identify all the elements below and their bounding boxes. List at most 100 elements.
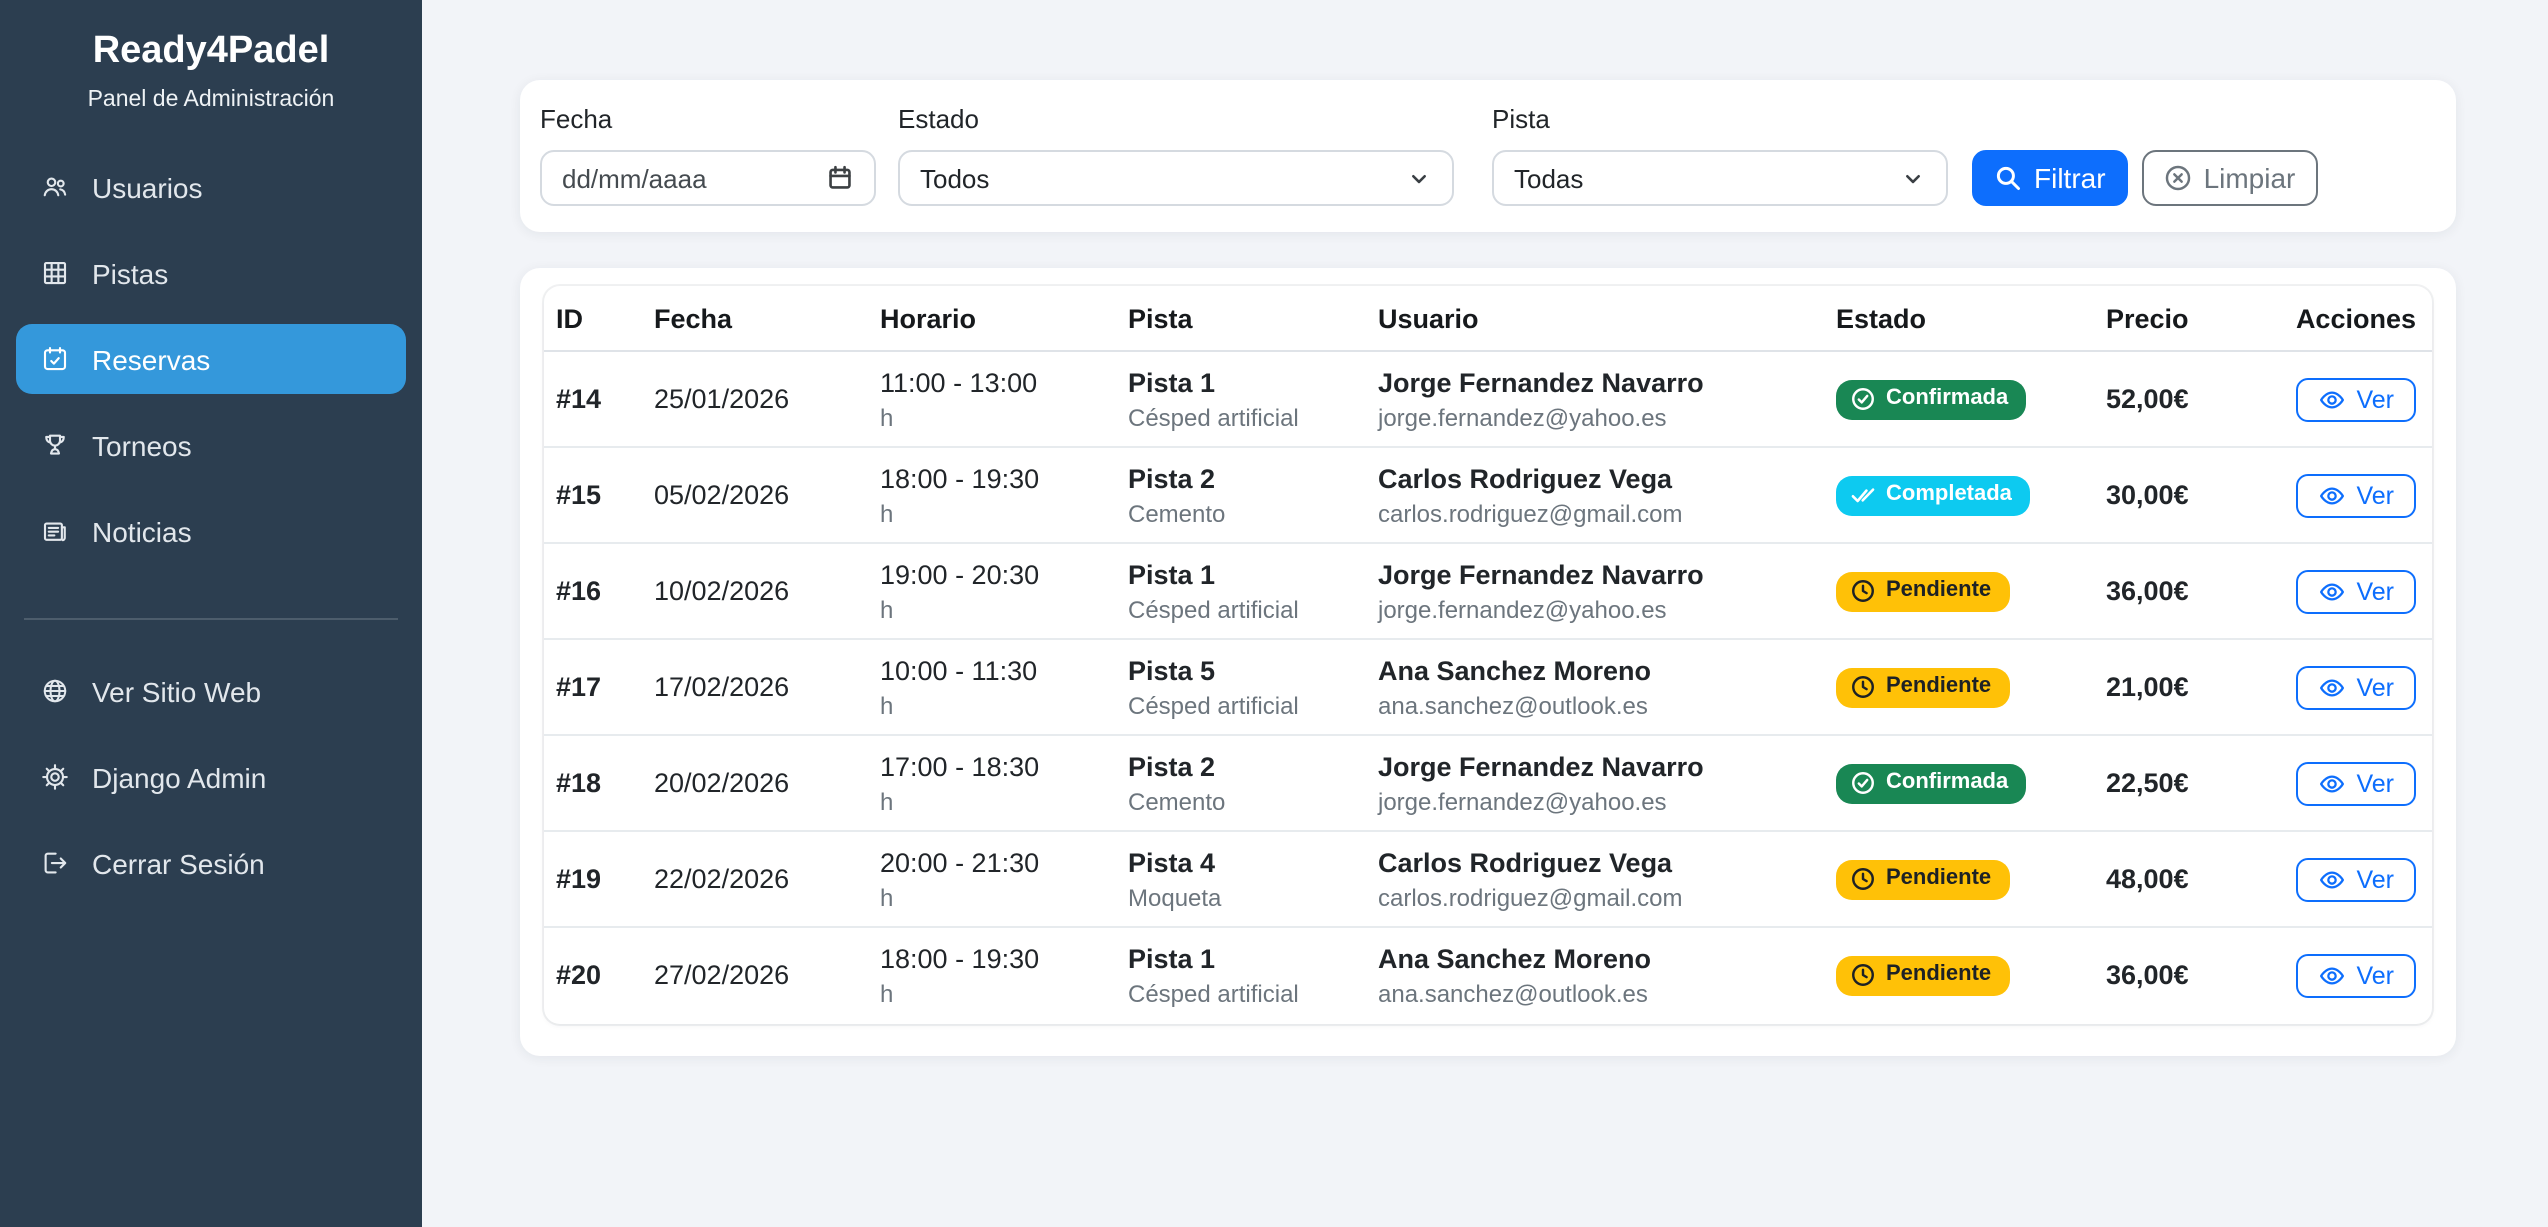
reservation-id: #14 [556,384,601,414]
reservation-usuario-cell: Ana Sanchez Moreno ana.sanchez@outlook.e… [1362,639,1820,735]
reservation-acciones-cell: Ver [2270,639,2432,735]
reservation-id: #18 [556,768,601,798]
reservation-pista-cell: Pista 4 Moqueta [1112,831,1362,927]
reservation-acciones-cell: Ver [2270,927,2432,1023]
reservation-estado-cell: Pendiente [1820,543,2090,639]
double-check-icon [1850,482,1876,508]
reservation-usuario: Carlos Rodriguez Vega [1378,843,1804,881]
reservation-usuario: Ana Sanchez Moreno [1378,940,1804,978]
eye-icon [2318,673,2346,701]
reservation-horario-unit: h [880,978,1096,1012]
reservation-estado-cell: Confirmada [1820,351,2090,447]
ver-button[interactable]: Ver [2296,954,2416,998]
newspaper-icon [40,516,70,546]
sidebar-item-django-admin[interactable]: Django Admin [16,742,406,812]
estado-select[interactable]: Todos [898,150,1454,206]
status-badge-label: Confirmada [1886,386,2008,412]
estado-label: Estado [898,104,1454,136]
reservation-id-cell: #15 [544,447,638,543]
reservation-pista-cell: Pista 2 Cemento [1112,447,1362,543]
filtrar-button[interactable]: Filtrar [1972,150,2128,206]
eye-icon [2318,769,2346,797]
reservation-precio: 30,00€ [2106,480,2189,510]
ver-button-label: Ver [2356,865,2394,893]
limpiar-button-label: Limpiar [2204,162,2296,194]
ver-button-label: Ver [2356,962,2394,990]
reservation-usuario: Jorge Fernandez Navarro [1378,747,1804,785]
sidebar-item-pistas[interactable]: Pistas [16,238,406,308]
chevron-down-icon [1406,165,1432,191]
reservation-usuario-cell: Jorge Fernandez Navarro jorge.fernandez@… [1362,735,1820,831]
reservation-horario-unit: h [880,593,1096,627]
sidebar-item-cerrar-sesion[interactable]: Cerrar Sesión [16,828,406,898]
status-badge-label: Confirmada [1886,770,2008,796]
reservation-pista-cell: Pista 1 Césped artificial [1112,543,1362,639]
sidebar-item-reservas[interactable]: Reservas [16,324,406,394]
reservation-usuario: Jorge Fernandez Navarro [1378,555,1804,593]
reservation-pista: Pista 5 [1128,651,1346,689]
fecha-input[interactable]: dd/mm/aaaa [540,150,876,206]
reservation-id-cell: #16 [544,543,638,639]
table-row: #19 22/02/2026 20:00 - 21:30 h Pista 4 M… [544,831,2432,927]
sidebar-item-label: Torneos [92,429,192,461]
clock-icon [1850,578,1876,604]
eye-icon [2318,962,2346,990]
reservation-id-cell: #14 [544,351,638,447]
reservation-fecha: 27/02/2026 [654,961,789,991]
reservation-id-cell: #19 [544,831,638,927]
reservation-acciones-cell: Ver [2270,351,2432,447]
column-header-fecha: Fecha [638,286,864,351]
reservation-pista-tipo: Moqueta [1128,881,1346,915]
ver-button-label: Ver [2356,385,2394,413]
table-row: #14 25/01/2026 11:00 - 13:00 h Pista 1 C… [544,351,2432,447]
sidebar-item-usuarios[interactable]: Usuarios [16,152,406,222]
reservation-fecha-cell: 10/02/2026 [638,543,864,639]
reservations-table: ID Fecha Horario Pista Usuario Estado Pr… [544,286,2432,1023]
reservation-usuario: Carlos Rodriguez Vega [1378,459,1804,497]
sidebar-item-noticias[interactable]: Noticias [16,496,406,566]
reservation-estado-cell: Pendiente [1820,831,2090,927]
reservation-fecha-cell: 17/02/2026 [638,639,864,735]
ver-button[interactable]: Ver [2296,665,2416,709]
limpiar-button[interactable]: Limpiar [2142,150,2318,206]
reservation-estado-cell: Pendiente [1820,639,2090,735]
table-header-row: ID Fecha Horario Pista Usuario Estado Pr… [544,286,2432,351]
reservation-usuario-cell: Jorge Fernandez Navarro jorge.fernandez@… [1362,543,1820,639]
ver-button[interactable]: Ver [2296,761,2416,805]
reservation-horario-cell: 18:00 - 19:30 h [864,447,1112,543]
reservation-fecha: 20/02/2026 [654,768,789,798]
reservation-id-cell: #17 [544,639,638,735]
reservation-pista-tipo: Cemento [1128,497,1346,531]
reservation-fecha: 22/02/2026 [654,864,789,894]
reservation-fecha: 05/02/2026 [654,480,789,510]
reservation-pista: Pista 1 [1128,555,1346,593]
reservation-usuario-cell: Ana Sanchez Moreno ana.sanchez@outlook.e… [1362,927,1820,1023]
pista-label: Pista [1492,104,1948,136]
reservations-table-wrap: ID Fecha Horario Pista Usuario Estado Pr… [544,286,2432,1023]
table-row: #16 10/02/2026 19:00 - 20:30 h Pista 1 C… [544,543,2432,639]
reservation-fecha-cell: 22/02/2026 [638,831,864,927]
logout-icon [40,848,70,878]
reservation-horario: 11:00 - 13:00 [880,363,1096,401]
reservation-fecha-cell: 25/01/2026 [638,351,864,447]
reservation-acciones-cell: Ver [2270,447,2432,543]
reservation-precio-cell: 52,00€ [2090,351,2270,447]
reservation-pista: Pista 2 [1128,459,1346,497]
reservation-precio: 36,00€ [2106,576,2189,606]
gear-icon [40,762,70,792]
reservation-precio-cell: 21,00€ [2090,639,2270,735]
ver-button[interactable]: Ver [2296,377,2416,421]
brand: Ready4Padel Panel de Administración [0,0,422,116]
globe-icon [40,676,70,706]
reservation-precio-cell: 48,00€ [2090,831,2270,927]
sidebar-item-label: Ver Sitio Web [92,675,261,707]
ver-button[interactable]: Ver [2296,473,2416,517]
table-row: #15 05/02/2026 18:00 - 19:30 h Pista 2 C… [544,447,2432,543]
sidebar-item-ver-sitio-web[interactable]: Ver Sitio Web [16,656,406,726]
ver-button[interactable]: Ver [2296,857,2416,901]
reservation-horario-unit: h [880,881,1096,915]
sidebar-item-torneos[interactable]: Torneos [16,410,406,480]
ver-button[interactable]: Ver [2296,569,2416,613]
calendar-icon [826,164,854,192]
pista-select[interactable]: Todas [1492,150,1948,206]
